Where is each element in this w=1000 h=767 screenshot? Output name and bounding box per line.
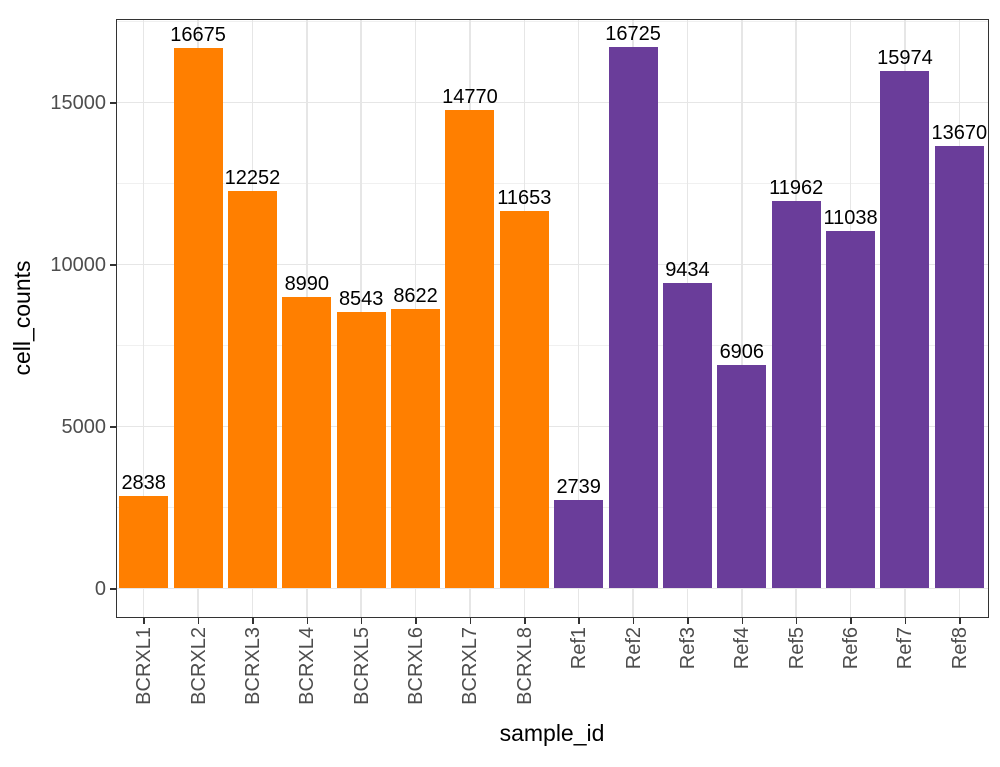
x-tick-label-text: Ref6	[840, 627, 863, 670]
bar-BCRXL4	[282, 297, 332, 589]
x-tick-label-Ref2: Ref2	[623, 627, 666, 669]
x-axis-tick	[524, 618, 526, 624]
x-tick-label-text: Ref4	[731, 627, 754, 670]
x-axis-tick	[469, 618, 472, 624]
bar-BCRXL2	[173, 48, 223, 589]
bar-value-label: 11962	[769, 176, 824, 199]
gridline-major	[116, 101, 988, 104]
bar-Ref4	[717, 364, 767, 589]
y-tick-label: 0	[94, 577, 106, 600]
gridline-minor	[116, 344, 988, 346]
x-axis-tick	[850, 618, 852, 624]
x-axis-tick	[795, 618, 798, 624]
x-axis-tick	[578, 618, 580, 624]
x-axis-tick	[360, 618, 363, 624]
y-axis-tick	[110, 588, 116, 590]
bar-BCRXL3	[227, 191, 277, 589]
x-tick-label-text: BCRXL5	[350, 627, 373, 705]
gridline-vertical	[741, 19, 743, 617]
bar-value-label: 9434	[665, 258, 710, 281]
bar-value-label: 14770	[442, 85, 498, 108]
x-tick-label-text: Ref7	[894, 627, 917, 670]
x-axis-tick	[687, 618, 689, 624]
x-tick-label-text: Ref8	[948, 627, 971, 670]
x-tick-label-text: Ref1	[568, 627, 591, 670]
x-tick-label-Ref8: Ref8	[949, 627, 992, 669]
x-axis-tick	[959, 618, 961, 624]
gridline-major	[116, 263, 988, 266]
bar-Ref6	[826, 230, 876, 589]
x-axis-tick	[252, 618, 254, 624]
x-tick-label-text: BCRXL4	[296, 627, 319, 705]
y-axis-title: cell_counts	[9, 260, 35, 376]
bar-value-label: 8543	[338, 287, 384, 310]
bar-Ref5	[771, 200, 821, 589]
x-tick-label-Ref7: Ref7	[894, 627, 937, 669]
gridline-minor	[116, 506, 988, 508]
y-axis-tick	[110, 102, 116, 104]
x-axis-tick	[632, 618, 635, 624]
bar-Ref1	[554, 499, 604, 589]
x-axis-tick	[197, 618, 200, 624]
gridline-vertical	[142, 19, 145, 617]
bar-value-label: 6906	[719, 340, 765, 363]
gridline-minor	[116, 20, 988, 22]
gridline-major	[116, 425, 988, 428]
gridline-vertical	[577, 19, 580, 617]
bar-value-label: 16725	[605, 22, 661, 45]
bar-value-label: 12252	[224, 167, 281, 190]
bar-value-label: 8622	[393, 285, 438, 308]
x-axis-tick	[904, 618, 907, 624]
x-axis-tick	[741, 618, 744, 624]
x-axis-title: sample_id	[499, 720, 605, 746]
bar-BCRXL1	[119, 496, 169, 589]
x-tick-label-text: BCRXL7	[459, 627, 482, 705]
y-axis-tick	[110, 426, 116, 428]
x-axis-tick	[306, 618, 309, 624]
bar-value-label: 16675	[170, 24, 226, 47]
y-tick-label: 10000	[50, 253, 106, 276]
x-tick-label-Ref6: Ref6	[840, 627, 883, 669]
x-tick-label-Ref3: Ref3	[677, 627, 720, 669]
plot-panel: 2838 16675 12252 8990 8543 8622 14770 11653 2739…	[115, 18, 989, 618]
x-axis-tick	[415, 618, 417, 624]
x-tick-label-text: BCRXL8	[513, 627, 536, 705]
bar-value-label: 8990	[284, 273, 330, 296]
bar-value-label: 13670	[931, 121, 988, 144]
bar-value-label: 2838	[121, 472, 166, 495]
bar-value-label: 11038	[823, 206, 878, 229]
bar-BCRXL6	[391, 309, 441, 589]
y-axis-tick	[110, 264, 116, 266]
bar-value-label: 11653	[497, 186, 552, 209]
bar-BCRXL7	[445, 109, 495, 589]
bar-Ref3	[662, 282, 712, 589]
x-tick-label-text: BCRXL2	[187, 627, 210, 705]
x-tick-label-text: Ref2	[622, 627, 645, 670]
x-axis-tick	[143, 618, 145, 624]
bar-value-label: 2739	[556, 475, 601, 498]
bar-BCRXL5	[336, 311, 386, 589]
gridline-minor	[116, 182, 988, 184]
x-tick-label-text: BCRXL3	[241, 627, 264, 705]
bar-Ref8	[934, 145, 984, 589]
bar-Ref7	[880, 70, 930, 589]
x-tick-label-text: BCRXL6	[405, 627, 428, 705]
x-tick-label-Ref4: Ref4	[731, 627, 774, 669]
bar-Ref2	[608, 46, 658, 589]
bar-BCRXL8	[499, 210, 549, 589]
y-tick-label: 15000	[50, 91, 106, 114]
x-tick-label-Ref1: Ref1	[568, 627, 611, 669]
x-tick-label-text: Ref3	[676, 627, 699, 670]
gridline-major	[116, 587, 988, 590]
x-tick-label-text: Ref5	[785, 627, 808, 670]
x-tick-label-Ref5: Ref5	[786, 627, 829, 669]
bar-value-label: 15974	[877, 46, 933, 69]
x-tick-label-text: BCRXL1	[133, 627, 156, 705]
y-tick-label: 5000	[61, 415, 107, 438]
